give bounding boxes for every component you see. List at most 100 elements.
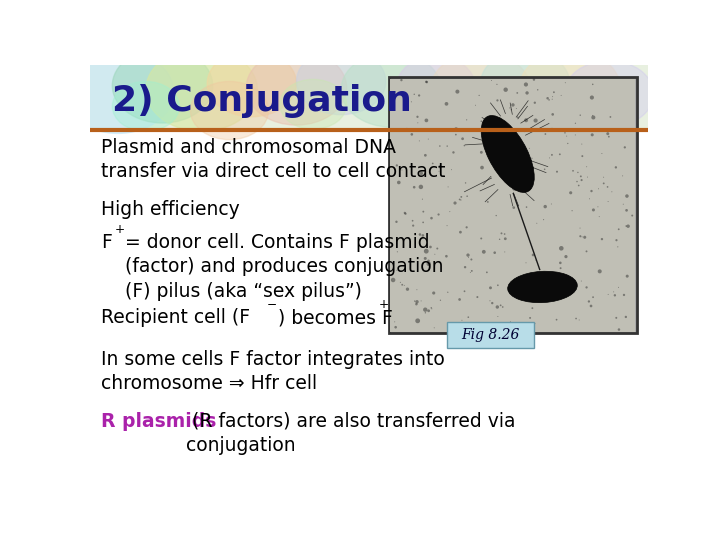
Point <box>588 293 599 301</box>
Point <box>587 111 598 120</box>
Point <box>492 281 503 289</box>
Point <box>593 185 604 193</box>
Point <box>577 233 588 241</box>
Point <box>460 179 472 187</box>
Point <box>546 95 558 104</box>
Point <box>552 292 563 300</box>
Point <box>508 184 520 193</box>
Point <box>411 298 423 306</box>
Circle shape <box>397 57 475 114</box>
Point <box>495 301 506 309</box>
Point <box>418 218 429 227</box>
Point <box>617 172 629 180</box>
Point <box>618 200 629 208</box>
Point <box>587 131 598 139</box>
Point <box>485 296 496 305</box>
FancyBboxPatch shape <box>389 77 637 333</box>
Circle shape <box>145 48 258 131</box>
Point <box>521 116 532 125</box>
Point <box>594 267 606 276</box>
Circle shape <box>481 50 570 117</box>
Text: Recipient cell (F: Recipient cell (F <box>101 308 251 327</box>
Point <box>459 287 470 295</box>
Point <box>582 173 593 181</box>
Point <box>576 176 588 184</box>
Point <box>507 179 518 187</box>
Point <box>410 300 422 308</box>
Point <box>570 314 582 323</box>
Text: = donor cell. Contains F plasmid
(factor) and produces conjugation
(F) pilus (ak: = donor cell. Contains F plasmid (factor… <box>125 233 443 301</box>
Point <box>472 293 483 301</box>
Point <box>500 85 511 94</box>
Point <box>391 125 402 134</box>
Point <box>621 272 633 280</box>
Point <box>521 89 533 97</box>
Point <box>581 163 593 171</box>
Point <box>408 90 420 99</box>
Point <box>584 194 595 203</box>
Point <box>466 255 477 264</box>
Point <box>426 214 437 222</box>
Point <box>562 139 574 148</box>
Point <box>454 295 465 304</box>
Point <box>526 304 538 313</box>
Point <box>610 163 621 172</box>
Point <box>420 77 432 86</box>
Point <box>579 233 590 241</box>
Point <box>538 215 549 224</box>
Point <box>539 130 551 138</box>
Point <box>450 130 462 139</box>
Text: ) becomes F: ) becomes F <box>278 308 393 327</box>
Text: Plasmid and chromosomal DNA
transfer via direct cell to cell contact: Plasmid and chromosomal DNA transfer via… <box>101 138 446 181</box>
Point <box>603 197 614 206</box>
Point <box>491 80 503 89</box>
Point <box>501 154 513 163</box>
Point <box>620 313 631 321</box>
Point <box>611 236 622 245</box>
Point <box>480 124 491 133</box>
Point <box>464 268 476 276</box>
Point <box>514 176 526 184</box>
Point <box>546 125 558 134</box>
Point <box>434 141 446 150</box>
Point <box>529 98 541 107</box>
Point <box>548 88 559 97</box>
Point <box>397 280 408 289</box>
Point <box>497 302 508 311</box>
Point <box>504 161 516 170</box>
Point <box>408 183 420 192</box>
Circle shape <box>112 82 179 131</box>
Point <box>581 247 593 255</box>
Text: In some cells F factor integrates into
chromosome ⇒ Hfr cell: In some cells F factor integrates into c… <box>101 349 445 393</box>
Point <box>456 134 468 143</box>
Point <box>530 256 541 265</box>
Point <box>531 219 543 227</box>
Point <box>395 278 406 287</box>
Point <box>451 125 462 133</box>
Point <box>461 116 472 124</box>
Point <box>586 93 598 102</box>
Point <box>613 283 624 292</box>
Point <box>544 96 555 104</box>
Point <box>413 137 425 145</box>
Point <box>521 203 532 212</box>
Point <box>586 187 598 195</box>
Circle shape <box>564 60 654 127</box>
Point <box>393 178 405 187</box>
Point <box>547 110 559 119</box>
Point <box>396 166 408 174</box>
Point <box>587 80 598 89</box>
Point <box>434 163 446 171</box>
Circle shape <box>112 48 213 123</box>
Point <box>550 270 562 279</box>
Point <box>605 113 616 122</box>
Point <box>412 112 423 121</box>
Point <box>548 292 559 301</box>
Point <box>421 78 433 86</box>
Point <box>423 256 434 265</box>
Point <box>456 316 468 325</box>
Point <box>443 324 454 333</box>
Point <box>500 234 511 243</box>
Point <box>433 210 444 219</box>
Point <box>588 206 599 214</box>
